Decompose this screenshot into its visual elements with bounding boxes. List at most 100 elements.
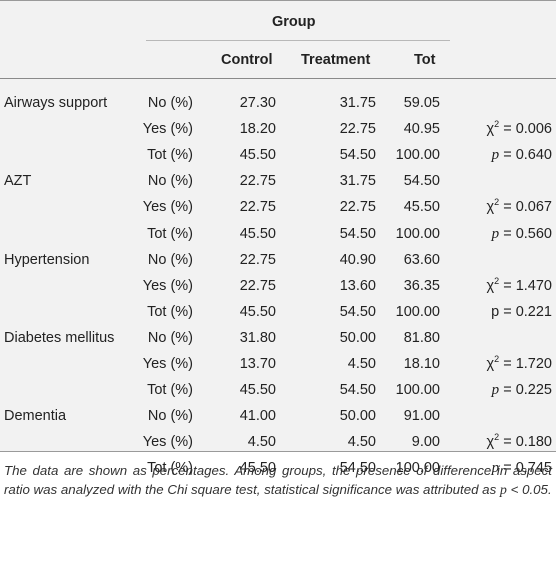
cell-treatment: 40.90 — [339, 252, 376, 268]
sub-row-label: Yes (%) — [142, 121, 193, 137]
p-symbol: p — [491, 382, 500, 398]
footnote-p-symbol: p — [499, 483, 507, 498]
chi-value: = 1.720 — [503, 356, 552, 372]
sub-row-label: Tot (%) — [147, 147, 193, 163]
cell-treatment: 54.50 — [339, 304, 376, 320]
p-symbol: p — [491, 460, 500, 476]
p-value: = 0.560 — [503, 226, 552, 242]
chi-superscript: 2 — [494, 197, 500, 207]
cell-tot: 100.00 — [395, 460, 440, 476]
cell-control: 22.75 — [239, 173, 276, 189]
chi-symbol: χ — [486, 199, 495, 215]
sub-row-label: No (%) — [147, 95, 193, 111]
cell-treatment: 22.75 — [339, 121, 376, 137]
row-label: Airways support — [4, 95, 108, 111]
cell-treatment: 31.75 — [339, 95, 376, 111]
p-value-stat: p = 0.560 — [460, 225, 552, 243]
chi-value: = 0.006 — [503, 121, 552, 137]
row-label: Diabetes mellitus — [4, 330, 115, 346]
footnote-threshold: < 0.05. — [506, 482, 552, 497]
p-symbol: p — [491, 147, 500, 163]
p-symbol: p — [491, 304, 500, 320]
chi-symbol: χ — [486, 434, 495, 450]
cell-control: 45.50 — [239, 460, 276, 476]
column-header-treatment: Treatment — [301, 52, 371, 68]
chi-superscript: 2 — [494, 276, 500, 286]
chi-superscript: 2 — [494, 119, 500, 129]
cell-tot: 91.00 — [403, 408, 440, 424]
cell-tot: 100.00 — [395, 147, 440, 163]
bottom-rule — [0, 451, 556, 452]
cell-treatment: 54.50 — [339, 460, 376, 476]
p-symbol: p — [491, 226, 500, 242]
sub-row-label: Tot (%) — [147, 382, 193, 398]
cell-control: 4.50 — [247, 434, 276, 450]
p-value-stat: p = 0.745 — [460, 459, 552, 477]
chi-square-stat: χ2 = 1.470 — [460, 277, 552, 295]
cell-tot: 40.95 — [403, 121, 440, 137]
row-label: Dementia — [4, 408, 67, 424]
cell-treatment: 13.60 — [339, 278, 376, 294]
sub-row-label: Yes (%) — [142, 356, 193, 372]
cell-tot: 9.00 — [411, 434, 440, 450]
chi-superscript: 2 — [494, 354, 500, 364]
chi-square-stat: χ2 = 0.067 — [460, 198, 552, 216]
column-header-tot: Tot — [414, 52, 436, 68]
sub-row-label: No (%) — [147, 173, 193, 189]
cell-tot: 100.00 — [395, 382, 440, 398]
table-footnote: The data are shown as percentages. Among… — [4, 461, 552, 500]
cell-tot: 18.10 — [403, 356, 440, 372]
cell-control: 18.20 — [239, 121, 276, 137]
chi-symbol: χ — [486, 356, 495, 372]
column-header-control: Control — [221, 52, 273, 68]
cell-control: 45.50 — [239, 382, 276, 398]
p-value-stat: p = 0.225 — [460, 381, 552, 399]
cell-tot: 100.00 — [395, 226, 440, 242]
cell-tot: 100.00 — [395, 304, 440, 320]
cell-tot: 36.35 — [403, 278, 440, 294]
sub-row-label: Yes (%) — [142, 278, 193, 294]
cell-control: 31.80 — [239, 330, 276, 346]
group-header: Group — [272, 14, 316, 30]
p-value-stat: p = 0.640 — [460, 146, 552, 164]
chi-symbol: χ — [486, 278, 495, 294]
p-value: = 0.745 — [503, 460, 552, 476]
cell-tot: 54.50 — [403, 173, 440, 189]
sub-row-label: No (%) — [147, 330, 193, 346]
table-background — [0, 0, 556, 451]
cell-treatment: 50.00 — [339, 330, 376, 346]
chi-symbol: χ — [486, 121, 495, 137]
sub-row-label: No (%) — [147, 408, 193, 424]
sub-row-label: Tot (%) — [147, 304, 193, 320]
cell-treatment: 4.50 — [347, 356, 376, 372]
chi-superscript: 2 — [494, 432, 500, 442]
sub-row-label: Tot (%) — [147, 460, 193, 476]
row-label: Hypertension — [4, 252, 90, 268]
row-label: AZT — [4, 173, 32, 189]
chi-value: = 0.067 — [503, 199, 552, 215]
p-value: = 0.225 — [503, 382, 552, 398]
chi-value: = 0.180 — [503, 434, 552, 450]
cell-treatment: 54.50 — [339, 147, 376, 163]
chi-square-stat: χ2 = 0.006 — [460, 120, 552, 138]
cell-treatment: 50.00 — [339, 408, 376, 424]
cell-control: 22.75 — [239, 252, 276, 268]
cell-control: 22.75 — [239, 278, 276, 294]
group-rule — [146, 40, 450, 41]
cell-treatment: 54.50 — [339, 226, 376, 242]
sub-row-label: Yes (%) — [142, 434, 193, 450]
cell-control: 45.50 — [239, 304, 276, 320]
p-value-stat: p = 0.221 — [460, 303, 552, 321]
cell-treatment: 31.75 — [339, 173, 376, 189]
sub-row-label: Yes (%) — [142, 199, 193, 215]
cell-treatment: 54.50 — [339, 382, 376, 398]
footnote-text: The data are shown as percentages. Among… — [4, 463, 552, 497]
cell-control: 22.75 — [239, 199, 276, 215]
sub-row-label: No (%) — [147, 252, 193, 268]
cell-tot: 59.05 — [403, 95, 440, 111]
cell-control: 41.00 — [239, 408, 276, 424]
cell-treatment: 4.50 — [347, 434, 376, 450]
top-rule — [0, 0, 556, 1]
chi-square-stat: χ2 = 0.180 — [460, 433, 552, 451]
sub-row-label: Tot (%) — [147, 226, 193, 242]
